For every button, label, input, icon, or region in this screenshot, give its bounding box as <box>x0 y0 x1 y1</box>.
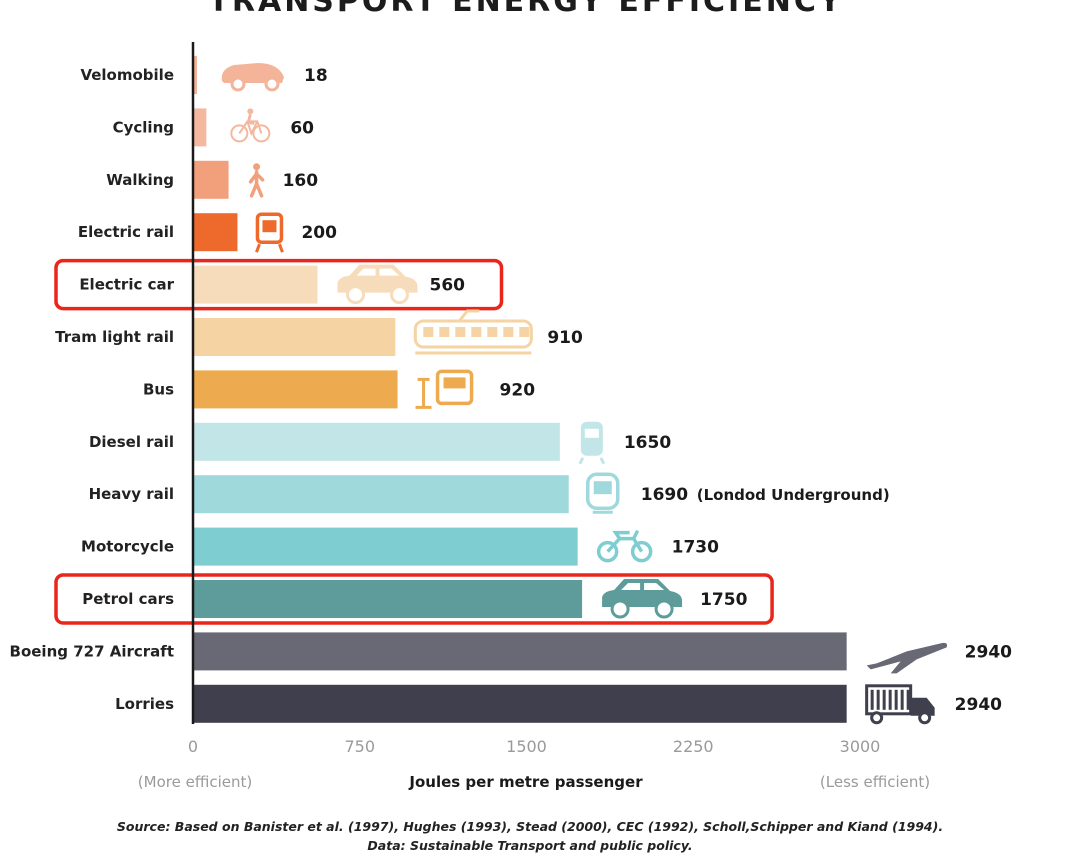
value-note: (Londod Underground) <box>697 486 890 504</box>
bar <box>193 580 583 618</box>
category-label: Electric car <box>79 276 174 294</box>
less-efficient-label: (Less efficient) <box>820 773 930 791</box>
value-label: 1750 <box>700 590 747 610</box>
category-label: Electric rail <box>78 223 174 241</box>
bar-row: Diesel rail 1650 <box>89 421 671 465</box>
x-tick-label: 0 <box>188 737 198 756</box>
value-label: 920 <box>500 380 536 400</box>
value-label: 1730 <box>672 538 719 558</box>
category-label: Motorcycle <box>81 538 174 556</box>
truck-icon <box>865 684 935 725</box>
bar-row: Electric car 560 <box>54 258 504 311</box>
value-label: 1690 <box>641 485 688 505</box>
bar <box>193 370 398 409</box>
source-line-1: Source: Based on Banister et al. (1997),… <box>116 819 944 834</box>
bar <box>193 108 207 147</box>
metro-train-icon <box>585 472 620 514</box>
more-efficient-label: (More efficient) <box>138 773 252 791</box>
electric-car-icon <box>337 264 418 305</box>
x-tick-label: 3000 <box>840 737 881 756</box>
category-label: Heavy rail <box>89 485 174 503</box>
value-label: 1650 <box>624 433 671 453</box>
category-label: Cycling <box>113 118 174 136</box>
bar <box>193 475 569 514</box>
source-line-2: Data: Sustainable Transport and public p… <box>367 838 693 853</box>
bar <box>193 632 847 671</box>
bar-row: Motorcycle 1730 <box>81 527 719 566</box>
tram-icon <box>413 309 533 355</box>
bar <box>193 318 396 356</box>
category-label: Lorries <box>115 695 174 713</box>
bar-row: Velomobile 18 <box>80 56 328 94</box>
bar-row: Bus 920 <box>143 369 536 409</box>
value-label: 2940 <box>965 642 1012 662</box>
bar-row: Tram light rail 910 <box>55 309 583 356</box>
walking-person-icon <box>248 163 265 198</box>
bar-row: Walking 160 <box>106 160 319 199</box>
bar-row: Lorries 2940 <box>115 684 1002 725</box>
bar <box>193 527 578 566</box>
x-tick-label: 750 <box>344 737 375 756</box>
airplane-icon <box>866 642 948 674</box>
category-label: Boeing 727 Aircraft <box>10 642 174 660</box>
bar-row: Electric rail 200 <box>78 212 337 253</box>
category-label: Velomobile <box>80 66 174 84</box>
bar <box>193 265 318 304</box>
category-label: Diesel rail <box>89 433 174 451</box>
bar-row: Heavy rail 1690 (Londod Underground) <box>89 472 890 514</box>
bar <box>193 213 238 252</box>
category-label: Walking <box>106 171 174 189</box>
bar-row: Petrol cars 1750 <box>54 573 774 625</box>
category-label: Petrol cars <box>82 590 174 608</box>
velomobile-icon <box>221 63 285 92</box>
bar-row: Cycling 60 <box>113 108 314 147</box>
x-tick-label: 2250 <box>673 737 714 756</box>
car-icon <box>602 579 683 619</box>
bar-chart: Velomobile 18 Cycling 60 Walking 160 Electric … <box>10 42 1012 791</box>
bar <box>193 684 847 723</box>
value-label: 200 <box>301 223 337 243</box>
highlight-box <box>54 258 504 311</box>
diesel-train-icon <box>578 421 606 465</box>
bus-icon <box>415 369 474 409</box>
bicycle-icon <box>230 108 271 143</box>
highlight-box <box>54 573 774 625</box>
category-label: Tram light rail <box>55 328 174 346</box>
chart-title: TRANSPORT ENERGY EFFICIENCY <box>208 0 844 19</box>
category-label: Bus <box>143 380 174 398</box>
value-label: 2940 <box>955 695 1002 715</box>
value-label: 18 <box>304 66 328 86</box>
value-label: 160 <box>283 171 319 191</box>
value-label: 560 <box>430 276 466 296</box>
bar-row: Boeing 727 Aircraft 2940 <box>10 632 1012 674</box>
x-tick-label: 1500 <box>506 737 547 756</box>
bar <box>193 422 560 461</box>
bar <box>193 56 198 94</box>
value-label: 60 <box>290 118 314 138</box>
x-axis-label: Joules per metre passenger <box>408 773 643 791</box>
value-label: 910 <box>547 328 583 348</box>
train-icon <box>255 212 284 253</box>
motorcycle-icon <box>596 529 653 563</box>
bar <box>193 160 229 199</box>
